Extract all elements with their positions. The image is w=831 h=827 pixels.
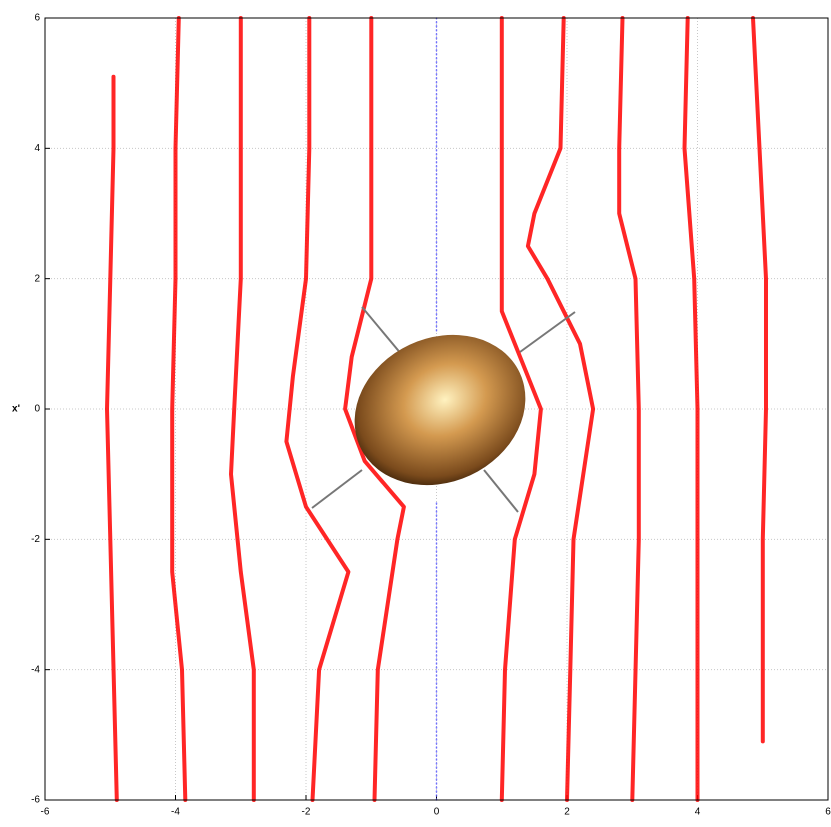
- support: [484, 470, 518, 512]
- support: [312, 470, 362, 508]
- y-tick-label: 0: [34, 404, 40, 415]
- y-tick-label: -2: [31, 534, 40, 545]
- y-tick-label: 2: [34, 273, 40, 284]
- x-tick-label: -4: [171, 807, 180, 818]
- streamline: [619, 18, 639, 800]
- x-tick-label: -6: [41, 807, 50, 818]
- y-tick-label: -4: [31, 664, 40, 675]
- x-tick-label: -2: [302, 807, 311, 818]
- page: {"chart_data": {"type": "line", "y_label…: [0, 0, 831, 827]
- y-tick-label: 4: [34, 143, 40, 154]
- body: [312, 307, 575, 512]
- ellipsoid: [330, 308, 550, 513]
- chart: x' -6 -4 -2 0 2 4 6 -6 -4 -2 0 2 4 6: [0, 0, 831, 827]
- y-tick-label: 6: [34, 13, 40, 24]
- y-axis-label: x': [12, 404, 20, 415]
- streamline: [231, 18, 254, 800]
- x-tick-label: 6: [825, 807, 831, 818]
- streamline: [107, 77, 117, 800]
- streamline: [753, 18, 766, 741]
- x-tick-label: 0: [434, 807, 440, 818]
- x-tick-label: 4: [695, 807, 701, 818]
- y-tick-label: -6: [31, 795, 40, 806]
- x-tick-label: 2: [564, 807, 570, 818]
- support: [362, 307, 402, 355]
